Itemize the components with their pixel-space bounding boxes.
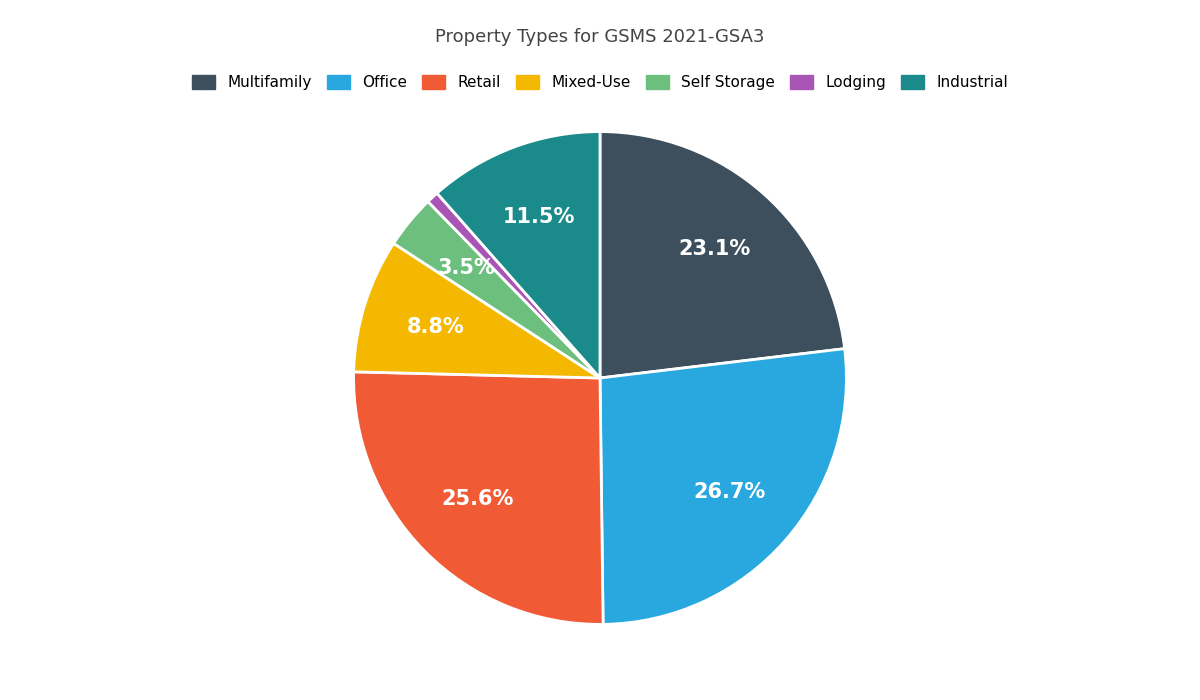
Text: 23.1%: 23.1% xyxy=(678,239,750,259)
Wedge shape xyxy=(354,244,600,378)
Wedge shape xyxy=(394,202,600,378)
Text: Property Types for GSMS 2021-GSA3: Property Types for GSMS 2021-GSA3 xyxy=(436,28,764,46)
Legend: Multifamily, Office, Retail, Mixed-Use, Self Storage, Lodging, Industrial: Multifamily, Office, Retail, Mixed-Use, … xyxy=(187,71,1013,95)
Text: 3.5%: 3.5% xyxy=(438,258,496,279)
Wedge shape xyxy=(437,132,600,378)
Wedge shape xyxy=(354,372,604,624)
Wedge shape xyxy=(428,193,600,378)
Text: 26.7%: 26.7% xyxy=(694,482,766,502)
Wedge shape xyxy=(600,349,846,624)
Wedge shape xyxy=(600,132,845,378)
Text: 8.8%: 8.8% xyxy=(407,317,464,337)
Text: 25.6%: 25.6% xyxy=(442,489,514,509)
Text: 11.5%: 11.5% xyxy=(503,206,575,227)
